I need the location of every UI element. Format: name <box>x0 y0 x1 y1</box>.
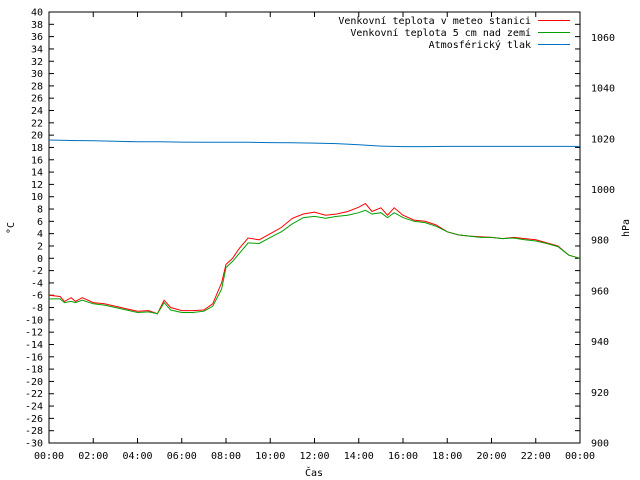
y-tick-label: -10 <box>25 315 43 326</box>
x-tick-label: 14:00 <box>344 451 374 462</box>
series-line-ground-temperature <box>49 209 581 315</box>
y-tick-label: 18 <box>31 143 43 154</box>
y-tick-label: -30 <box>25 439 43 450</box>
x-tick-label: 12:00 <box>299 451 329 462</box>
y-tick-label: -8 <box>31 303 43 314</box>
legend-label: Atmosférický tlak <box>429 39 531 51</box>
y-tick-label: 8 <box>37 205 43 216</box>
y2-axis-label: hPa <box>621 219 632 237</box>
y-axis-ticks: -30-28-26-24-22-20-18-16-14-12-10-8-6-4-… <box>25 8 580 450</box>
y-tick-label: -20 <box>25 377 43 388</box>
y-tick-label: 32 <box>31 57 43 68</box>
y-tick-label: 26 <box>31 94 43 105</box>
y2-tick-label: 960 <box>591 286 609 297</box>
x-tick-label: 06:00 <box>167 451 197 462</box>
y-tick-label: 38 <box>31 20 43 31</box>
x-tick-label: 22:00 <box>521 451 551 462</box>
y-tick-label: -22 <box>25 389 43 400</box>
y2-tick-label: 900 <box>591 439 609 450</box>
y-tick-label: 36 <box>31 32 43 43</box>
y-tick-label: -16 <box>25 352 43 363</box>
y2-tick-label: 1060 <box>591 33 615 44</box>
y-tick-label: 4 <box>37 229 43 240</box>
y-tick-label: -26 <box>25 414 43 425</box>
y-tick-label: -6 <box>31 291 43 302</box>
y2-tick-label: 920 <box>591 388 609 399</box>
series-lines <box>48 139 581 315</box>
y-tick-label: 28 <box>31 81 43 92</box>
y-tick-label: -4 <box>31 278 43 289</box>
series-line-station-temperature <box>48 202 581 315</box>
y2-tick-label: 1020 <box>591 134 615 145</box>
y-tick-label: 10 <box>31 192 43 203</box>
y2-axis-ticks: 900 920 940 960 980 1000 1020 1040 1060 <box>591 33 615 450</box>
y2-tick-label: 940 <box>591 337 609 348</box>
y-tick-label: 0 <box>37 254 43 265</box>
y-tick-label: -12 <box>25 328 43 339</box>
y-tick-label: 34 <box>31 44 43 55</box>
y2-tick-label: 1000 <box>591 185 615 196</box>
x-tick-label: 02:00 <box>78 451 108 462</box>
y-tick-label: -24 <box>25 402 43 413</box>
y-tick-label: 16 <box>31 155 43 166</box>
x-tick-label: 00:00 <box>34 451 64 462</box>
y-tick-label: 2 <box>37 241 43 252</box>
y2-tick-label: 980 <box>591 236 609 247</box>
x-tick-label: 16:00 <box>388 451 418 462</box>
plot-area-border <box>48 11 581 444</box>
y-tick-label: 22 <box>31 118 43 129</box>
y-tick-label: 20 <box>31 131 43 142</box>
x-tick-label: 00:00 <box>565 451 595 462</box>
y-tick-label: 12 <box>31 180 43 191</box>
legend: Venkovní teplota v meteo staniciVenkovní… <box>338 15 570 51</box>
y-tick-label: 40 <box>31 8 43 19</box>
y-tick-label: 14 <box>31 168 43 179</box>
y-tick-label: -2 <box>31 266 43 277</box>
x-tick-label: 20:00 <box>476 451 506 462</box>
x-tick-label: 18:00 <box>432 451 462 462</box>
y-axis-label: °C <box>6 222 17 234</box>
x-tick-label: 04:00 <box>122 451 152 462</box>
y-tick-label: 24 <box>31 106 43 117</box>
y-tick-label: 6 <box>37 217 43 228</box>
x-axis-ticks: 00:00 02:00 04:00 06:00 08:00 10:00 12:00 14:00… <box>34 12 595 462</box>
x-tick-label: 10:00 <box>255 451 285 462</box>
legend-label: Venkovní teplota 5 cm nad zemí <box>350 27 531 39</box>
series-line-pressure <box>48 139 580 148</box>
y-tick-label: -14 <box>25 340 43 351</box>
y-tick-label: 30 <box>31 69 43 80</box>
legend-label: Venkovní teplota v meteo stanici <box>338 15 531 27</box>
y-tick-label: -28 <box>25 426 43 437</box>
x-axis-label: Čas <box>305 466 323 479</box>
y-tick-label: -18 <box>25 365 43 376</box>
y2-tick-label: 1040 <box>591 84 615 95</box>
x-tick-label: 08:00 <box>211 451 241 462</box>
